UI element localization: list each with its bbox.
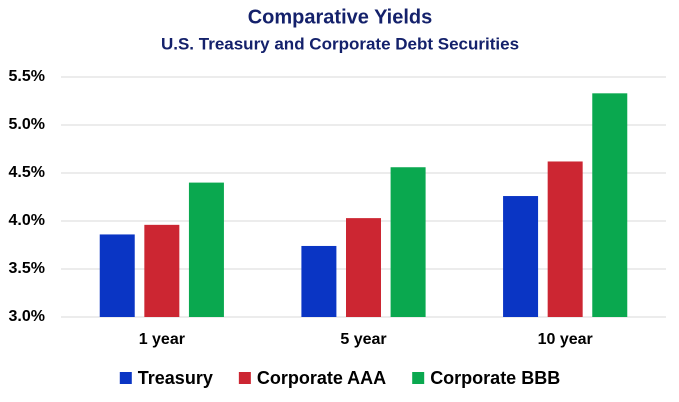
bar: [144, 224, 180, 317]
x-tick-label: 1 year: [139, 331, 185, 348]
bar: [547, 161, 583, 317]
y-tick-label: 3.0%: [9, 308, 45, 325]
bar: [503, 196, 539, 317]
y-tick-label: 4.5%: [9, 164, 45, 181]
bar: [592, 93, 628, 317]
bar: [346, 218, 381, 317]
chart-subtitle: U.S. Treasury and Corporate Debt Securit…: [161, 34, 519, 53]
x-tick-label: 5 year: [340, 331, 386, 348]
bar: [390, 167, 426, 317]
y-tick-label: 5.0%: [9, 116, 45, 133]
bar: [99, 234, 135, 317]
y-tick-label: 4.0%: [9, 212, 45, 229]
legend-swatch: [412, 372, 425, 384]
legend-label: Corporate BBB: [430, 368, 560, 388]
legend-swatch: [238, 372, 251, 384]
legend-swatch: [119, 372, 132, 384]
bar: [188, 182, 224, 317]
y-tick-label: 5.5%: [9, 68, 45, 85]
legend-label: Treasury: [138, 368, 213, 388]
y-tick-label: 3.5%: [9, 260, 45, 277]
bar: [301, 245, 337, 317]
legend-label: Corporate AAA: [257, 368, 386, 388]
x-tick-label: 10 year: [538, 331, 593, 348]
chart-title: Comparative Yields: [248, 6, 433, 28]
